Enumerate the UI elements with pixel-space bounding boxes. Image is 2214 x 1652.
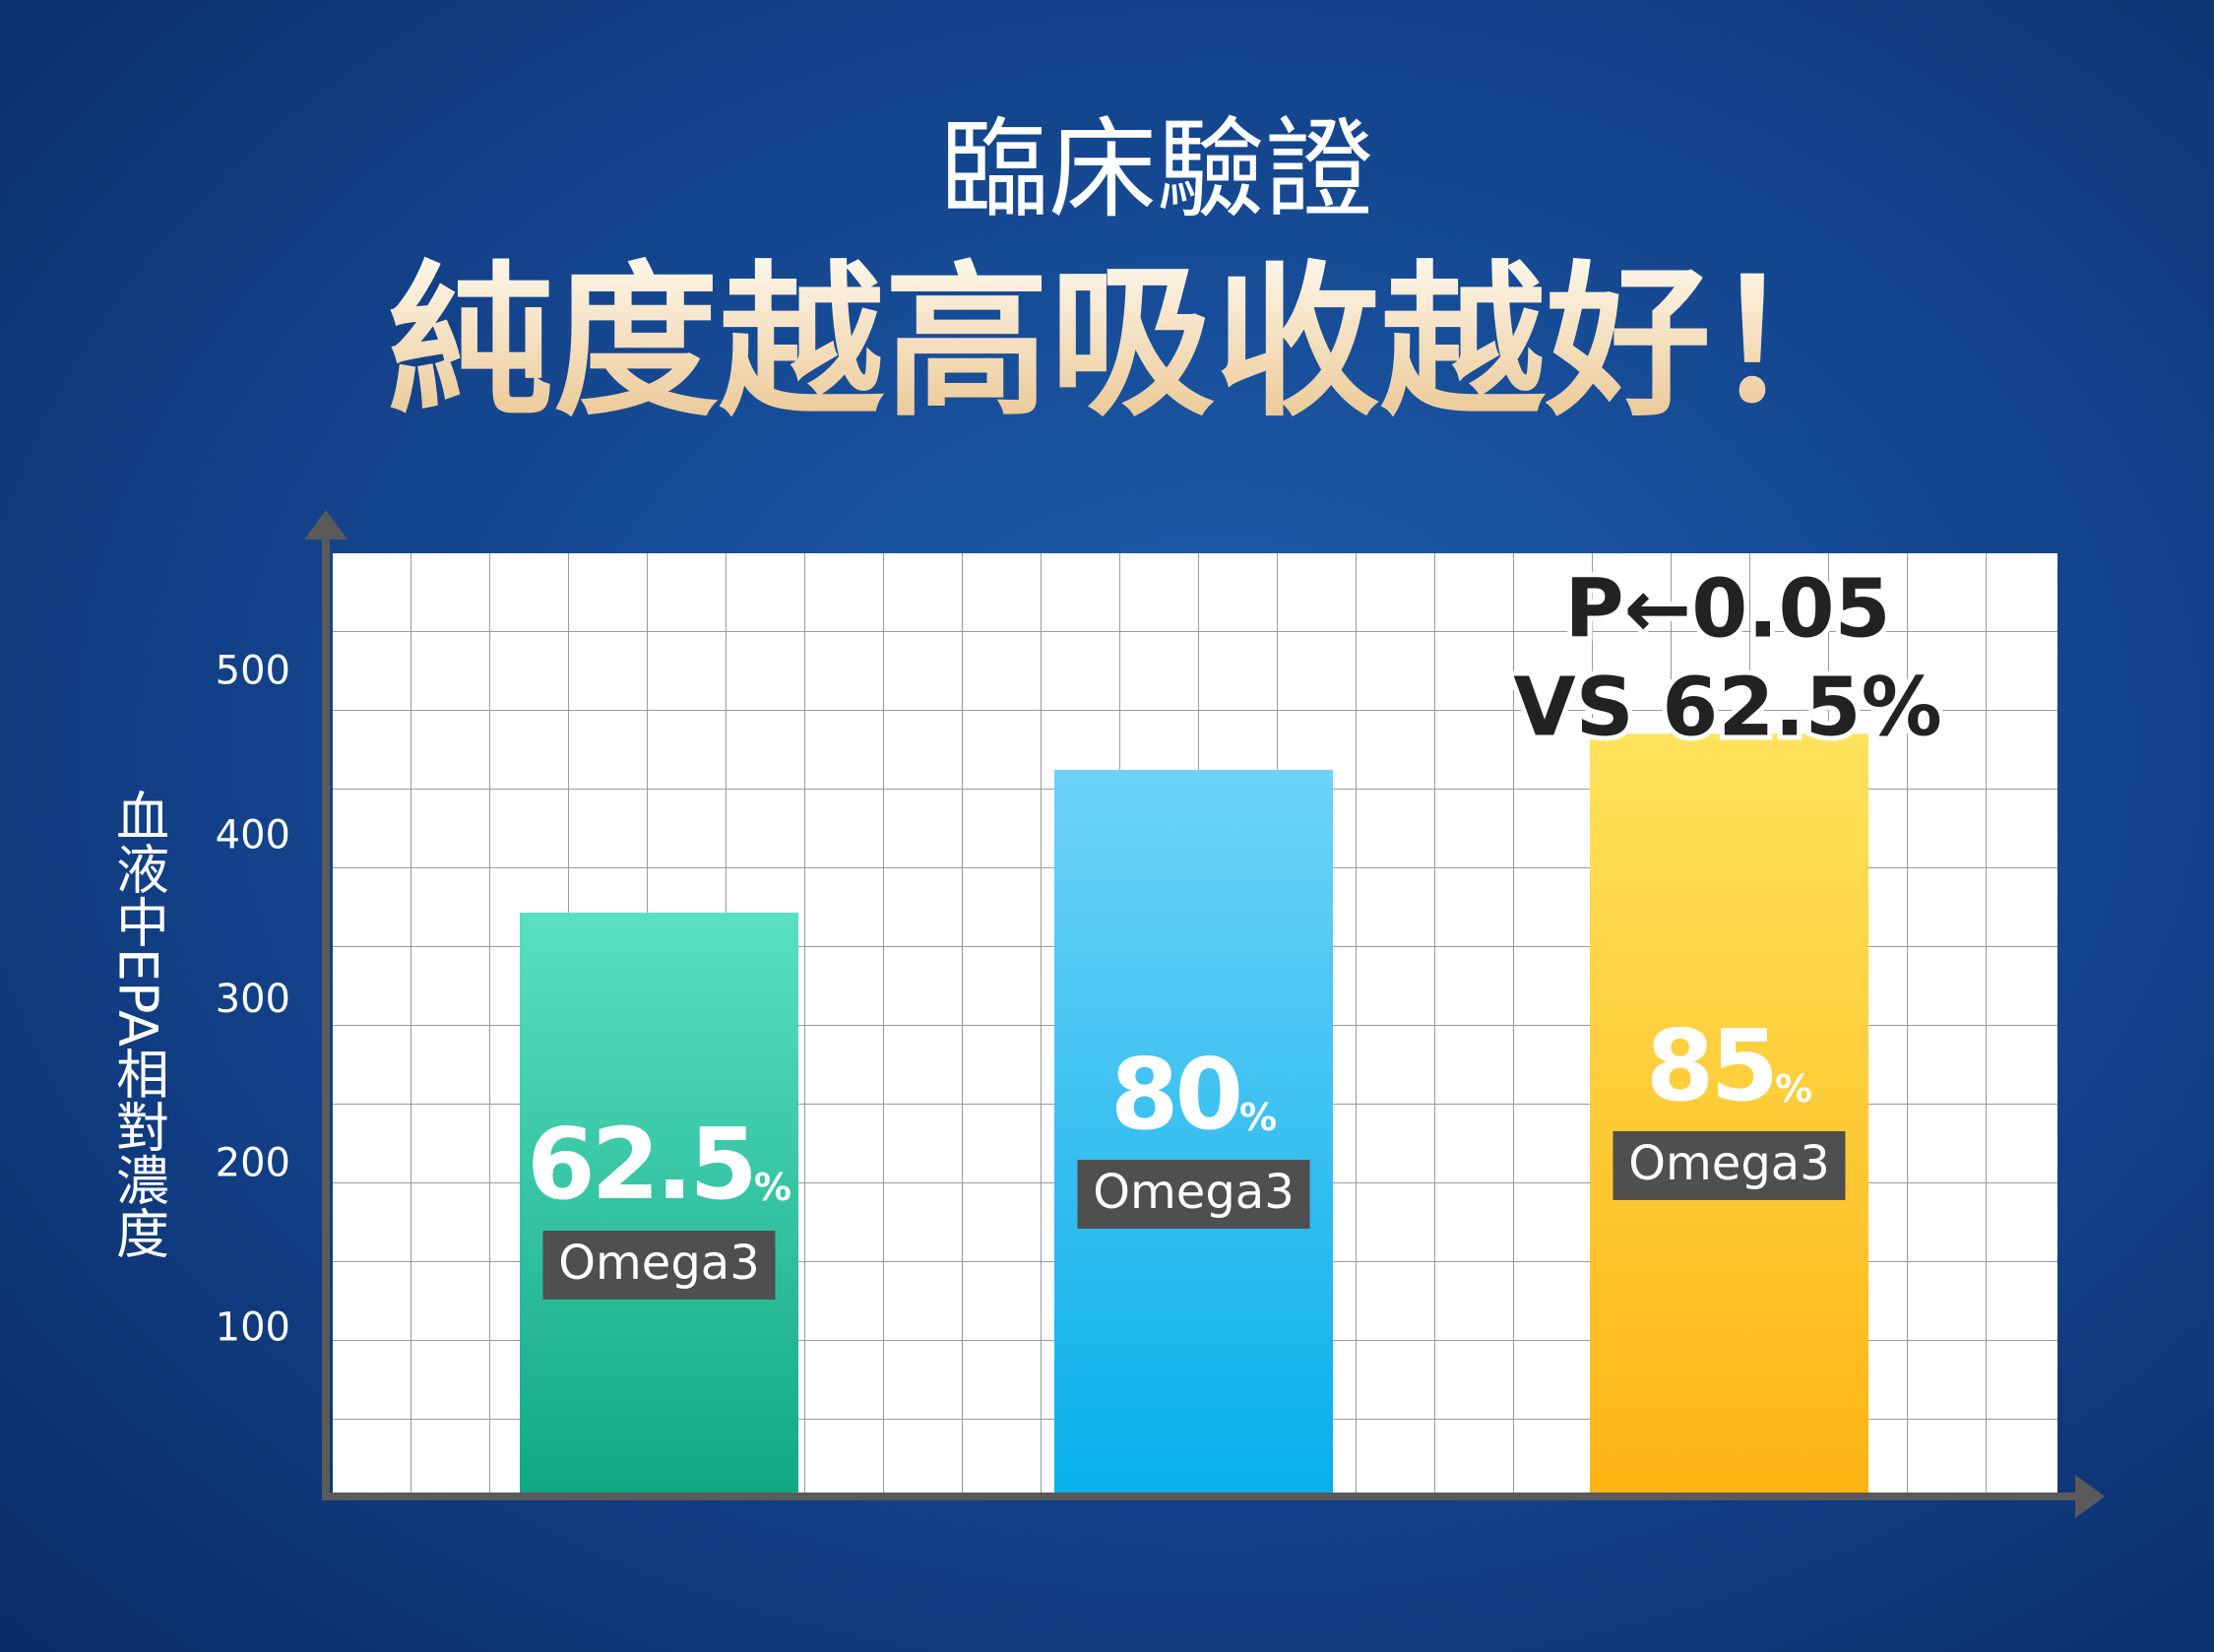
y-axis-arrow xyxy=(304,510,348,540)
axes xyxy=(304,510,2105,1518)
value-label: 85% xyxy=(1646,1008,1812,1123)
value-label: 80% xyxy=(1110,1037,1277,1152)
y-tick-label: 500 xyxy=(216,649,290,694)
annotation: P←0.05 VS 62.5% xyxy=(1508,557,1947,759)
y-tick-label: 200 xyxy=(216,1141,290,1186)
x-axis-arrow xyxy=(2075,1475,2105,1518)
value-number: 85 xyxy=(1646,1008,1775,1123)
value-unit: % xyxy=(1239,1096,1277,1139)
category-box xyxy=(542,1231,776,1300)
bar xyxy=(520,913,798,1493)
bar xyxy=(1054,770,1333,1493)
y-tick-label: 300 xyxy=(216,977,290,1022)
value-unit: % xyxy=(1775,1067,1812,1111)
category-box xyxy=(1077,1160,1310,1229)
value-number: 80 xyxy=(1110,1037,1239,1152)
value-label: 62.5% xyxy=(527,1107,791,1222)
y-axis-label: 血液中EPA相對濃度 xyxy=(107,789,169,1259)
bar xyxy=(1590,733,1868,1493)
x-tick-label: Omega3 xyxy=(558,1236,760,1291)
value-unit: % xyxy=(754,1166,791,1209)
category-box xyxy=(1613,1131,1846,1200)
value-number: 62.5 xyxy=(527,1107,754,1222)
chart-title: 臨床驗證 xyxy=(940,106,1373,232)
chart-subtitle: 純度越高吸收越好！ xyxy=(388,246,1876,439)
x-tick-label: Omega3 xyxy=(1093,1165,1295,1220)
annotation-line: VS 62.5% xyxy=(1513,661,1942,754)
y-tick-label: 400 xyxy=(216,812,290,858)
annotation-line: P←0.05 xyxy=(1564,562,1890,656)
x-tick-label: Omega3 xyxy=(1628,1136,1830,1191)
y-tick-label: 100 xyxy=(216,1304,290,1350)
marks: 62.5% Omega3 80% Omega3 85% Omega3 xyxy=(520,733,1868,1493)
